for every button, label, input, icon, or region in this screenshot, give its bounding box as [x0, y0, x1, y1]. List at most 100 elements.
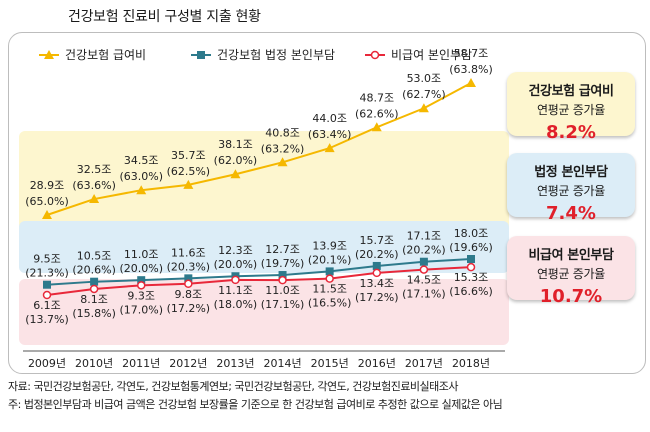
data-value-label: 35.7조 — [171, 149, 206, 162]
series-line-0 — [46, 82, 472, 216]
data-value-label: 6.1조 — [33, 299, 61, 312]
label-band-statutory — [19, 221, 509, 273]
data-value-label: 53.0조 — [407, 72, 442, 85]
data-point-square — [372, 261, 381, 270]
data-share-label: (20.0%) — [119, 262, 163, 275]
badge-title: 비급여 본인부담 — [528, 248, 614, 263]
data-point-circle — [184, 279, 193, 289]
legend-marker-triangle — [44, 50, 54, 59]
data-point-square — [137, 276, 146, 285]
data-value-label: 9.8조 — [175, 288, 203, 301]
data-share-label: (62.6%) — [355, 107, 399, 120]
data-point-circle — [372, 268, 382, 278]
data-value-label: 34.5조 — [124, 154, 159, 167]
data-share-label: (17.2%) — [355, 291, 399, 304]
data-value-label: 15.7조 — [359, 234, 394, 247]
data-value-label: 18.0조 — [454, 227, 489, 240]
data-value-label: 11.6조 — [171, 246, 206, 259]
data-point-triangle — [89, 194, 100, 204]
growth-badge-benefit: 건강보험 급여비 연평균 증가율 8.2% — [507, 72, 635, 143]
data-point-triangle — [42, 210, 52, 219]
data-value-label: 44.0조 — [312, 112, 347, 125]
data-share-label: (13.7%) — [25, 313, 69, 326]
data-value-label: 40.8조 — [265, 126, 300, 139]
badge-value: 8.2% — [546, 122, 596, 143]
data-point-circle — [231, 275, 240, 285]
growth-badge-noncovered: 비급여 본인부담 연평균 증가율 10.7% — [507, 236, 635, 307]
data-share-label: (63.2%) — [261, 142, 305, 155]
growth-badge-statutory: 법정 본인부담 연평균 증가율 7.4% — [507, 153, 635, 224]
data-share-label: (19.7%) — [261, 257, 305, 270]
x-tick-label: 2009년 — [28, 357, 66, 370]
data-value-label: 12.7조 — [265, 243, 300, 256]
data-share-label: (20.2%) — [355, 248, 399, 261]
series-line-2 — [46, 266, 472, 296]
data-point-circle — [89, 284, 99, 294]
line-chart: 2009년 2010년 2011년 2012년 2013년 2014년 2015년 2016년… — [19, 47, 509, 370]
data-share-label: (63.4%) — [308, 128, 352, 141]
x-tick-label: 2013년 — [216, 357, 254, 370]
data-share-label: (63.6%) — [72, 179, 116, 192]
data-value-label: 17.1조 — [407, 230, 442, 243]
data-share-label: (62.5%) — [167, 165, 211, 178]
data-point-circle — [278, 275, 287, 285]
x-tick-label: 2012년 — [169, 357, 207, 370]
data-value-label: 13.9조 — [312, 239, 347, 252]
data-share-label: (62.7%) — [402, 88, 446, 101]
badge-subtitle: 연평균 증가율 — [537, 103, 605, 117]
data-value-label: 11.1조 — [218, 284, 253, 297]
data-point-triangle — [136, 185, 147, 195]
legend-marker-circle — [370, 50, 380, 60]
data-share-label: (20.3%) — [167, 260, 211, 273]
data-point-square — [419, 257, 428, 266]
legend-label: 건강보험 급여비 — [65, 48, 146, 62]
data-point-triangle — [230, 169, 241, 179]
data-value-label: 28.9조 — [30, 179, 65, 192]
data-share-label: (18.0%) — [214, 298, 258, 311]
data-share-label: (20.0%) — [214, 258, 258, 271]
data-value-label: 9.5조 — [33, 253, 61, 266]
data-point-square — [278, 271, 287, 280]
label-band-noncovered — [19, 279, 509, 345]
data-point-triangle — [371, 122, 382, 132]
x-tick-label: 2015년 — [311, 357, 349, 370]
legend-label: 비급여 본인부담 — [391, 48, 472, 62]
data-point-circle — [419, 265, 429, 274]
badge-subtitle: 연평균 증가율 — [537, 267, 605, 281]
source-footnote: 자료: 국민건강보험공단, 각연도, 건강보험통계연보; 국민건강보험공단, 각… — [8, 380, 459, 393]
data-share-label: (16.6%) — [449, 285, 493, 298]
data-point-triangle — [466, 78, 476, 87]
data-value-label: 11.0조 — [265, 284, 300, 297]
x-tick-label: 2016년 — [358, 357, 396, 370]
data-value-label: 38.1조 — [218, 138, 253, 151]
data-share-label: (19.6%) — [449, 241, 493, 254]
note-footnote: 주: 법정본인부담과 비급여 금액은 건강보험 보장률을 기준으로 한 건강보험… — [8, 398, 503, 411]
data-point-triangle — [324, 143, 335, 153]
data-share-label: (20.1%) — [308, 253, 352, 266]
data-share-label: (63.0%) — [119, 170, 163, 183]
legend-label: 건강보험 법정 본인부담 — [217, 48, 335, 62]
data-share-label: (17.1%) — [402, 288, 446, 301]
data-point-circle — [136, 281, 146, 290]
data-value-label: 14.5조 — [407, 274, 442, 287]
badge-value: 7.4% — [546, 203, 596, 224]
data-point-square — [184, 274, 193, 283]
data-share-label: (63.8%) — [449, 63, 493, 76]
data-value-label: 8.1조 — [80, 293, 108, 306]
series-line-1 — [46, 258, 472, 286]
x-tick-label: 2014년 — [263, 357, 301, 370]
data-share-label: (21.3%) — [25, 267, 69, 280]
data-point-circle — [42, 290, 52, 300]
data-value-label: 13.4조 — [359, 277, 394, 290]
badge-subtitle: 연평균 증가율 — [537, 184, 605, 198]
data-share-label: (65.0%) — [25, 195, 69, 208]
data-value-label: 15.3조 — [454, 271, 489, 284]
data-share-label: (16.5%) — [308, 297, 352, 310]
x-tick-label: 2017년 — [405, 357, 443, 370]
legend-marker-square — [197, 51, 205, 59]
x-tick-label: 2011년 — [122, 357, 160, 370]
data-point-square — [90, 277, 99, 286]
data-point-triangle — [183, 179, 194, 189]
x-tick-label: 2018년 — [452, 357, 490, 370]
data-value-label: 11.5조 — [312, 283, 347, 296]
